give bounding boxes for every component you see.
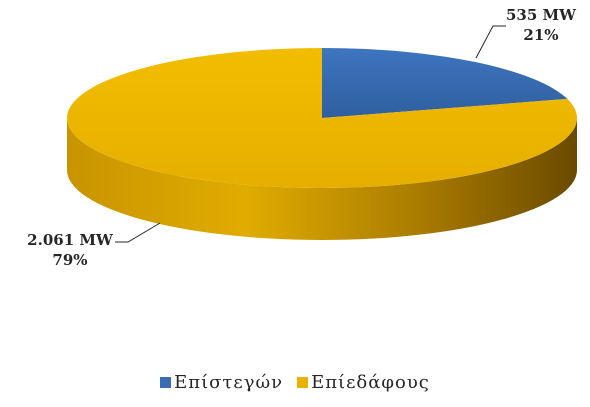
- percent-label-0: 21%: [523, 26, 558, 44]
- pie-slice-1: [67, 48, 578, 188]
- legend-label-rooftop: Επίστεγών: [174, 372, 284, 393]
- legend-label-ground: Επίεδάφους: [311, 372, 430, 393]
- value-label-1: 2.061 MW: [27, 231, 114, 249]
- legend-swatch-ground: [297, 377, 309, 388]
- value-label-0: 535 MW: [506, 6, 577, 24]
- legend-item-ground: Επίεδάφους: [297, 372, 430, 393]
- legend-item-rooftop: Επίστεγών: [160, 372, 283, 393]
- leader-line-1: [115, 222, 161, 243]
- legend-swatch-rooftop: [160, 377, 172, 388]
- leader-line-0: [475, 25, 506, 59]
- percent-label-1: 79%: [52, 251, 87, 269]
- pie-side-wall: [67, 118, 577, 240]
- legend: Επίστεγών Επίεδάφους: [0, 372, 590, 393]
- pie-slice-0: [322, 48, 568, 118]
